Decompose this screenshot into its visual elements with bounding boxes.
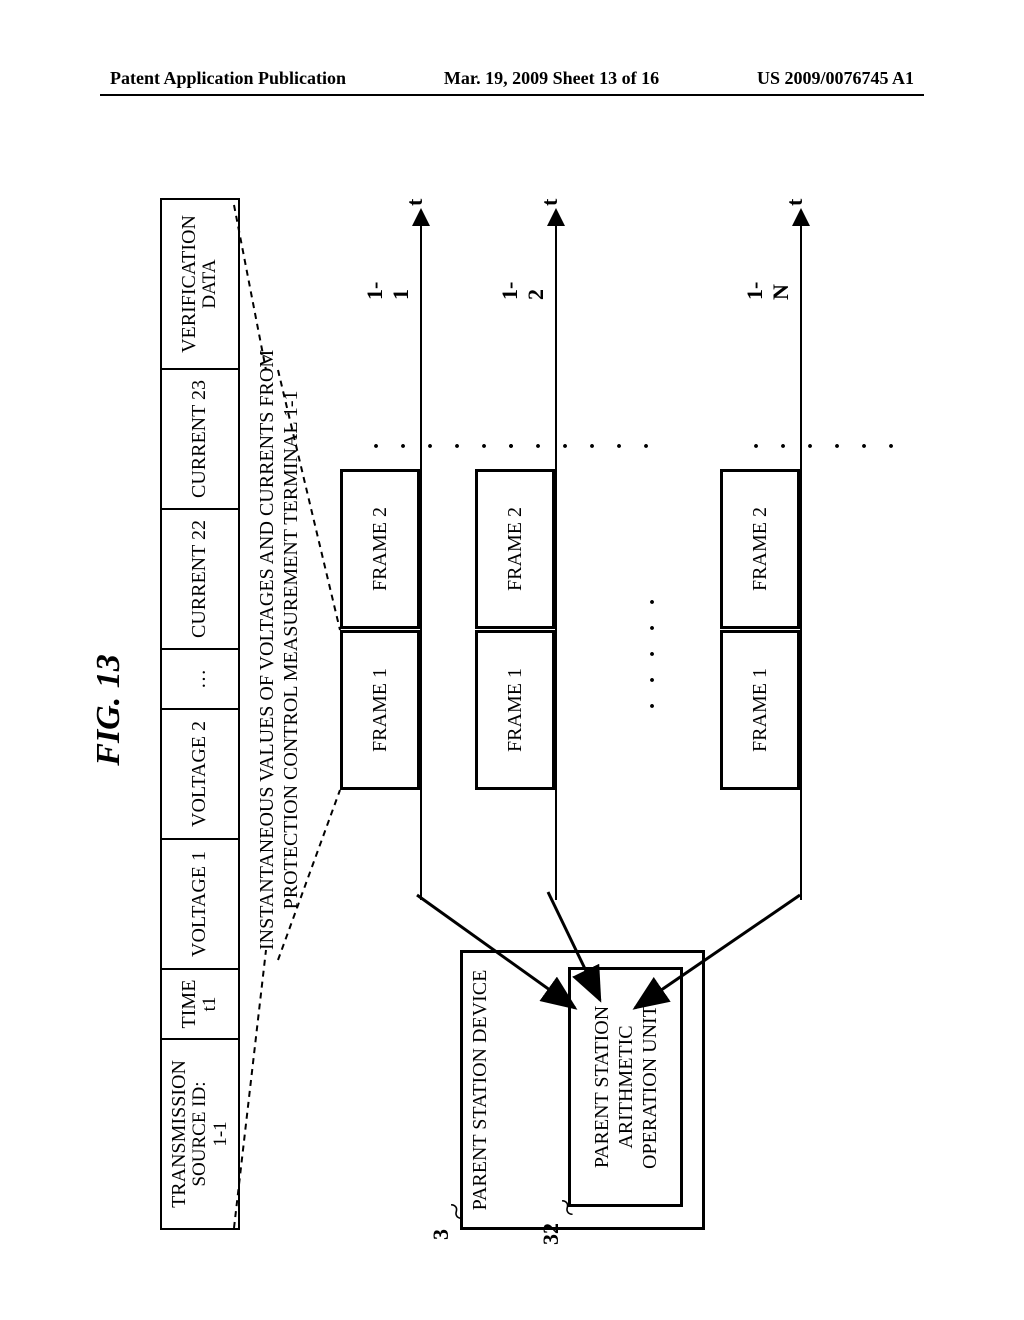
time-axis — [555, 210, 557, 900]
stream-id: 1-2 — [497, 282, 549, 300]
header-right: US 2009/0076745 A1 — [757, 68, 914, 89]
inner-line3: OPERATION UNIT — [639, 1005, 661, 1169]
instantaneous-caption: INSTANTANEOUS VALUES OF VOLTAGES AND CUR… — [255, 350, 303, 950]
parent-station-label: PARENT STATION DEVICE — [469, 953, 492, 1227]
col-current-22: CURRENT 22 — [161, 509, 239, 649]
frame-1-box: FRAME 1 — [475, 630, 555, 790]
ref-3: 3 — [428, 1229, 454, 1240]
header-center: Mar. 19, 2009 Sheet 13 of 16 — [444, 68, 659, 89]
col-ellipsis: … — [161, 649, 239, 709]
inner-line2: ARITHMETIC — [615, 1025, 637, 1148]
figure-title: FIG. 13 — [90, 654, 128, 765]
parent-station-arithmetic-unit: PARENT STATION ARITHMETIC OPERATION UNIT — [568, 967, 683, 1207]
col-time: TIME t1 — [161, 969, 239, 1039]
page-header: Patent Application Publication Mar. 19, … — [0, 68, 1024, 89]
parent-station-device: PARENT STATION DEVICE PARENT STATION ARI… — [460, 950, 705, 1230]
col-verification-data: VERIFICATION DATA — [161, 199, 239, 369]
header-divider — [100, 94, 924, 96]
frame-format-table: TRANSMISSION SOURCE ID: 1-1 TIME t1 VOLT… — [160, 198, 240, 1230]
axis-t-label: t — [537, 199, 563, 206]
figure-container: FIG. 13 TRANSMISSION SOURCE ID: 1-1 TIME… — [80, 150, 944, 1270]
caption-line1: INSTANTANEOUS VALUES OF VOLTAGES AND CUR… — [256, 350, 278, 950]
col-label2: DATA — [200, 208, 221, 360]
frame-1-box: FRAME 1 — [340, 630, 420, 790]
axis-t-label: t — [402, 199, 428, 206]
stream-id: 1-N — [742, 282, 794, 300]
inner-line1: PARENT STATION — [591, 1006, 613, 1168]
stream-dots: · · · · · · — [499, 438, 661, 450]
frame-2-box: FRAME 2 — [720, 469, 800, 629]
col-label: TRANSMISSION — [168, 1060, 190, 1208]
header-left: Patent Application Publication — [110, 68, 346, 89]
time-axis — [800, 210, 802, 900]
stream-id: 1-1 — [362, 282, 414, 300]
col-value: t1 — [200, 978, 221, 1030]
col-label: TIME — [178, 980, 200, 1029]
vertical-dots: · · · · · — [640, 592, 667, 710]
col-transmission-source: TRANSMISSION SOURCE ID: 1-1 — [161, 1039, 239, 1229]
col-current-23: CURRENT 23 — [161, 369, 239, 509]
col-label2: SOURCE ID: — [190, 1048, 211, 1220]
col-value: 1-1 — [211, 1048, 232, 1220]
caption-line2: PROTECTION CONTROL MEASUREMENT TERMINAL … — [280, 391, 302, 910]
col-label: VERIFICATION — [178, 215, 200, 353]
frame-1-box: FRAME 1 — [720, 630, 800, 790]
col-voltage-2: VOLTAGE 2 — [161, 709, 239, 839]
time-axis — [420, 210, 422, 900]
frame-2-box: FRAME 2 — [340, 469, 420, 629]
axis-t-label: t — [782, 199, 808, 206]
stream-dots: · · · · · · — [744, 438, 906, 450]
frame-2-box: FRAME 2 — [475, 469, 555, 629]
col-voltage-1: VOLTAGE 1 — [161, 839, 239, 969]
figure-rotated: FIG. 13 TRANSMISSION SOURCE ID: 1-1 TIME… — [80, 150, 944, 1270]
